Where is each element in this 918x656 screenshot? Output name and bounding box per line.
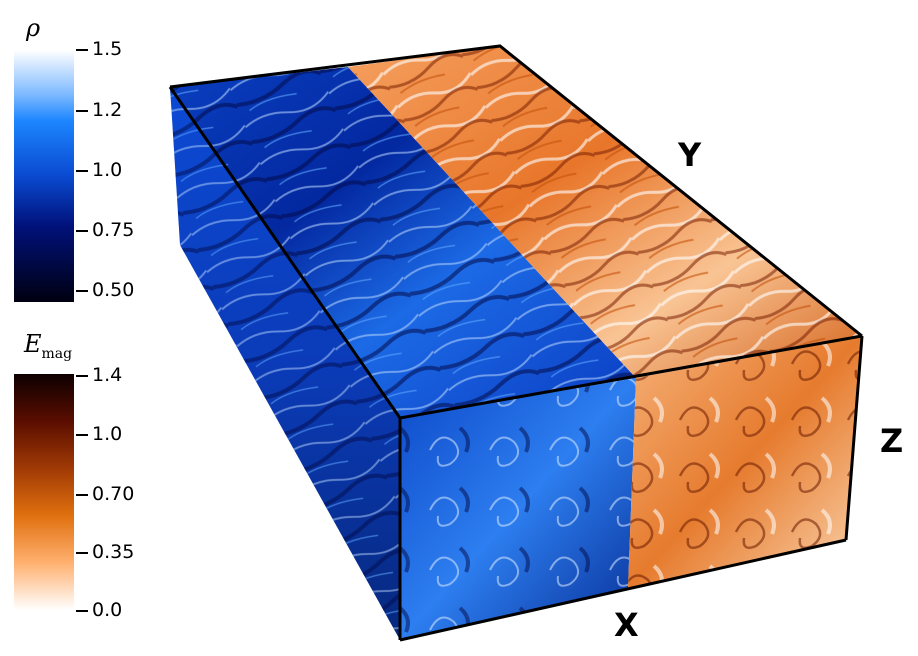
emag-title-main: E [24, 330, 42, 358]
density-colorbar-title: ρ [26, 14, 41, 42]
emag-title-sub: mag [41, 345, 73, 362]
density-tick-1: 1.5 [76, 40, 122, 59]
emag-colorbar-gradient [14, 374, 74, 610]
axis-label-y: Y [678, 136, 702, 174]
density-tick-4: 0.75 [76, 221, 134, 240]
axis-label-z: Z [880, 422, 904, 460]
emag-colorbar: Emag [14, 330, 74, 612]
emag-tick-4: 0.35 [76, 543, 134, 562]
emag-colorbar-title: Emag [24, 330, 72, 362]
box-edges [168, 44, 864, 642]
density-tick-5: 0.50 [76, 281, 134, 300]
density-colorbar-gradient [14, 50, 74, 302]
emag-tick-5: 0.0 [76, 601, 122, 620]
emag-tick-3: 0.70 [76, 485, 134, 504]
density-tick-3: 1.0 [76, 161, 122, 180]
axis-label-x: X [614, 606, 639, 644]
density-colorbar: ρ [14, 14, 74, 302]
emag-tick-2: 1.0 [76, 425, 122, 444]
emag-tick-1: 1.4 [76, 366, 122, 385]
density-tick-2: 1.2 [76, 101, 122, 120]
